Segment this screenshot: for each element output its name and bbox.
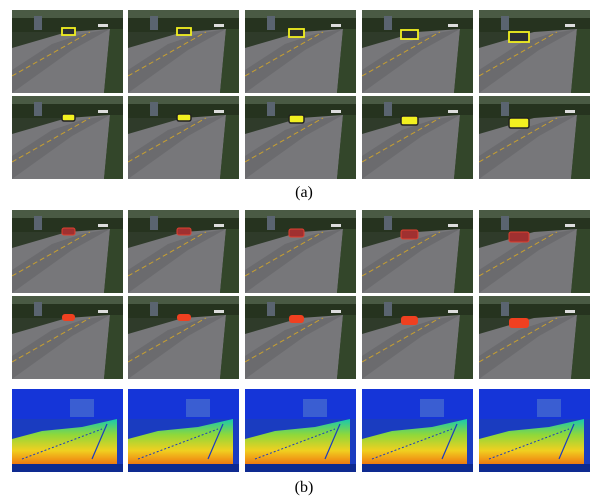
- depth-map: [128, 389, 239, 472]
- road-image: [362, 210, 473, 293]
- road-image: [362, 96, 473, 179]
- thumbnail: [12, 10, 123, 93]
- thumbnail: [245, 10, 356, 93]
- track-box: [289, 29, 304, 37]
- depth-map: [479, 389, 590, 472]
- thumbnail: [128, 389, 239, 472]
- thumbnail: [362, 210, 473, 293]
- road-image: [479, 210, 590, 293]
- car-mask: [289, 315, 304, 323]
- track-box: [289, 115, 304, 123]
- depth-map: [362, 389, 473, 472]
- track-box: [62, 114, 75, 121]
- car-mask: [401, 316, 418, 325]
- image-grid: [12, 10, 590, 472]
- thumbnail: [479, 10, 590, 93]
- car-mask: [62, 314, 75, 321]
- road-image: [12, 10, 123, 93]
- road-image: [128, 210, 239, 293]
- car: [62, 228, 75, 235]
- road-image: [245, 96, 356, 179]
- thumbnail: [479, 96, 590, 179]
- car: [401, 230, 418, 239]
- thumbnail: [12, 96, 123, 179]
- figure: (a) (b): [0, 0, 597, 502]
- thumbnail: [479, 210, 590, 293]
- car-mask: [509, 318, 529, 328]
- road-image: [128, 296, 239, 379]
- road-image: [479, 10, 590, 93]
- road-image: [245, 296, 356, 379]
- road-image: [362, 10, 473, 93]
- track-box: [401, 30, 418, 39]
- track-box: [509, 118, 529, 128]
- road-image: [245, 210, 356, 293]
- road-image: [479, 96, 590, 179]
- thumbnail: [362, 296, 473, 379]
- thumbnail: [12, 296, 123, 379]
- track-box: [177, 28, 191, 35]
- track-box: [62, 28, 75, 35]
- thumbnail: [128, 296, 239, 379]
- depth-map: [12, 389, 123, 472]
- thumbnail: [128, 96, 239, 179]
- thumbnail: [245, 210, 356, 293]
- track-box: [509, 32, 529, 42]
- thumbnail: [12, 389, 123, 472]
- car: [177, 228, 191, 235]
- road-image: [128, 10, 239, 93]
- car: [509, 232, 529, 242]
- road-image: [12, 96, 123, 179]
- car-mask: [177, 314, 191, 321]
- thumbnail: [362, 389, 473, 472]
- road-image: [362, 296, 473, 379]
- caption-a: (a): [295, 184, 313, 201]
- thumbnail: [362, 10, 473, 93]
- thumbnail: [479, 389, 590, 472]
- car: [289, 229, 304, 237]
- thumbnail: [362, 96, 473, 179]
- thumbnail: [479, 296, 590, 379]
- road-image: [12, 210, 123, 293]
- track-box: [177, 114, 191, 121]
- thumbnail: [245, 96, 356, 179]
- thumbnail: [245, 296, 356, 379]
- track-box: [401, 116, 418, 125]
- road-image: [479, 296, 590, 379]
- thumbnail: [128, 10, 239, 93]
- caption-b: (b): [295, 479, 314, 496]
- road-image: [128, 96, 239, 179]
- road-image: [12, 296, 123, 379]
- thumbnail: [12, 210, 123, 293]
- thumbnail: [128, 210, 239, 293]
- thumbnail: [245, 389, 356, 472]
- road-image: [245, 10, 356, 93]
- depth-map: [245, 389, 356, 472]
